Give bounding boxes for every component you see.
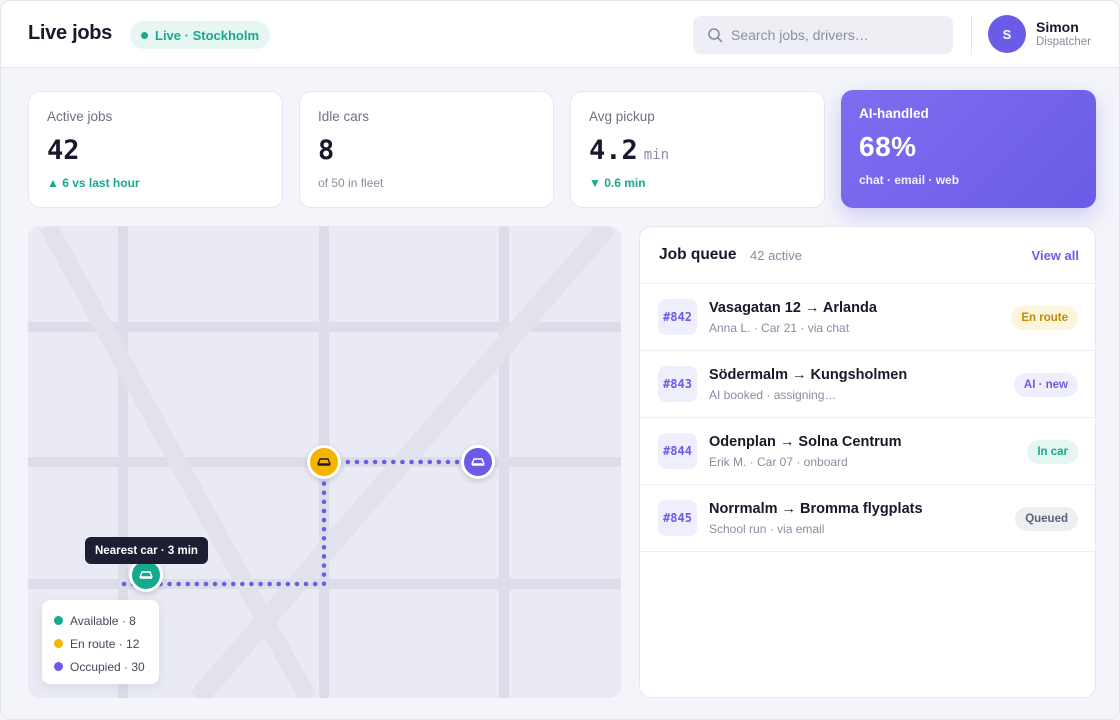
header-divider [971,15,972,55]
car-icon [471,458,485,466]
stat-label: AI-handled [859,106,929,121]
car-pin-occupied[interactable] [461,445,495,479]
status-badge: En route [1011,306,1078,330]
legend-item-en-route: En route · 12 [54,632,159,655]
nearest-car-tooltip: Nearest car · 3 min [85,537,208,564]
stat-trend: ▼ 0.6 min [589,176,646,190]
status-badge: Queued [1015,507,1078,531]
search-icon [708,28,723,43]
user-role: Dispatcher [1036,36,1091,48]
route-path [121,459,481,587]
legend-dot-icon [54,616,63,625]
stat-value: 42 [47,135,80,166]
job-row[interactable]: #842 Vasagatan 12 → Arlanda Anna L. · Ca… [640,284,1095,351]
job-row[interactable]: #844 Odenplan → Solna Centrum Erik M. · … [640,418,1095,485]
job-meta: AI booked · assigning… [709,388,837,402]
stat-card-ai-handled[interactable]: AI-handled 68% chat · email · web [841,90,1096,208]
car-pin-en-route[interactable] [307,445,341,479]
job-row[interactable]: #843 Södermalm → Kungsholmen AI booked ·… [640,351,1095,418]
job-meta: School run · via email [709,522,825,536]
legend-dot-icon [54,662,63,671]
avatar[interactable]: S [988,15,1026,53]
stat-label: Idle cars [318,109,370,124]
job-queue-header: Job queue 42 active View all [640,227,1095,284]
legend-item-available: Available · 8 [54,609,159,632]
stat-card-idle-cars[interactable]: Idle cars 8 of 50 in fleet [299,91,554,208]
stat-value-number: 4.2 [589,135,638,166]
job-id: #842 [658,299,697,335]
live-dot-icon [141,31,148,39]
job-id: #845 [658,500,697,536]
stat-card-avg-pickup[interactable]: Avg pickup 4.2 min ▼ 0.6 min [570,91,825,208]
legend-label: Available · 8 [70,613,136,628]
job-route: Vasagatan 12 → Arlanda [709,300,877,316]
legend-item-occupied: Occupied · 30 [54,655,159,678]
live-status-label: Live · Stockholm [155,27,260,43]
top-header: Live jobs Live · Stockholm S Simon Dispa… [1,1,1119,68]
status-badge: In car [1027,440,1078,464]
stat-subtext: of 50 in fleet [318,176,384,190]
map-legend: Available · 8 En route · 12 Occupied · 3… [42,600,159,684]
stat-trend: ▲ 6 vs last hour [47,176,140,190]
job-id: #843 [658,366,697,402]
page-title: Live jobs [28,22,112,44]
job-route: Odenplan → Solna Centrum [709,434,902,450]
job-route: Södermalm → Kungsholmen [709,367,908,383]
car-icon [317,458,331,466]
job-queue-count: 42 active [750,248,803,263]
job-id: #844 [658,433,697,469]
stat-label: Active jobs [47,109,113,124]
stat-value: 68% [859,131,917,162]
stat-unit: min [643,147,670,163]
live-map[interactable]: Nearest car · 3 min Available · 8 En rou… [28,226,621,698]
legend-label: En route · 12 [70,636,140,651]
job-row[interactable]: #845 Norrmalm → Bromma flygplats School … [640,485,1095,552]
stat-label: Avg pickup [589,109,655,124]
live-status-badge: Live · Stockholm [130,21,271,49]
job-queue-title: Job queue [659,246,737,263]
legend-dot-icon [54,639,63,648]
view-all-link[interactable]: View all [1031,248,1079,263]
job-queue-panel: Job queue 42 active View all #842 Vasaga… [639,226,1096,698]
job-meta: Erik M. · Car 07 · onboard [709,455,848,469]
job-route: Norrmalm → Bromma flygplats [709,501,923,517]
job-meta: Anna L. · Car 21 · via chat [709,321,850,335]
stat-value: 8 [318,135,335,166]
status-badge: AI · new [1013,373,1078,397]
stat-card-active-jobs[interactable]: Active jobs 42 ▲ 6 vs last hour [28,91,283,208]
user-name[interactable]: Simon [1036,19,1079,35]
search-input[interactable] [731,16,943,54]
search-box[interactable] [693,16,953,54]
car-icon [139,571,153,579]
stat-channels: chat · email · web [859,173,960,187]
legend-label: Occupied · 30 [70,659,145,674]
stat-value: 4.2 min [589,135,669,166]
